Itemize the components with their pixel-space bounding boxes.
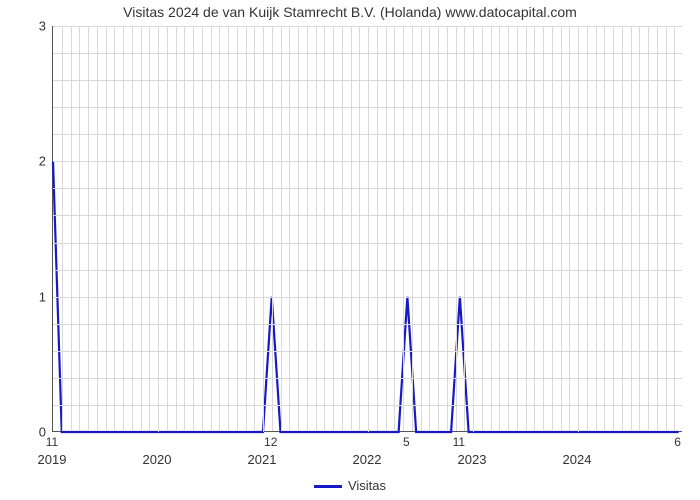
grid-line-v-minor (342, 26, 343, 431)
grid-line-v-minor (167, 26, 168, 431)
x-point-label: 5 (403, 435, 410, 449)
grid-line-v-minor (219, 26, 220, 431)
y-tick-label: 0 (28, 425, 46, 440)
grid-line-v-minor (141, 26, 142, 431)
grid-line-v-minor (184, 26, 185, 431)
grid-line-v-minor (421, 26, 422, 431)
legend-swatch (314, 485, 342, 488)
grid-line-v-minor (333, 26, 334, 431)
grid-line-v-minor (114, 26, 115, 431)
grid-line-v-minor (176, 26, 177, 431)
grid-line-v-minor (648, 26, 649, 431)
grid-line-v-minor (237, 26, 238, 431)
legend-label: Visitas (348, 478, 386, 493)
grid-line-v-minor (499, 26, 500, 431)
grid-line-v-minor (526, 26, 527, 431)
grid-line-v-minor (254, 26, 255, 431)
grid-line-v-minor (508, 26, 509, 431)
major-grid-v (368, 26, 369, 432)
major-grid-v (263, 26, 264, 432)
x-year-label: 2023 (458, 452, 487, 467)
grid-line-v-minor (587, 26, 588, 431)
grid-line-v-minor (482, 26, 483, 431)
grid-line-v-minor (674, 26, 675, 431)
grid-line-v-minor (613, 26, 614, 431)
grid-line-v-minor (106, 26, 107, 431)
grid-line-v-minor (543, 26, 544, 431)
grid-line-v-minor (132, 26, 133, 431)
y-tick-label: 3 (28, 19, 46, 34)
x-year-label: 2020 (143, 452, 172, 467)
grid-line-v-minor (569, 26, 570, 431)
grid-line-v-minor (552, 26, 553, 431)
grid-line-v-minor (228, 26, 229, 431)
grid-line-v-minor (71, 26, 72, 431)
grid-line-v-minor (193, 26, 194, 431)
grid-line-v-minor (403, 26, 404, 431)
grid-line-v-minor (202, 26, 203, 431)
x-point-label: 11 (46, 435, 58, 449)
grid-line-v-minor (622, 26, 623, 431)
grid-line-v-minor (517, 26, 518, 431)
grid-line-v-minor (324, 26, 325, 431)
grid-line-v-minor (666, 26, 667, 431)
major-grid-v (473, 26, 474, 432)
chart-title: Visitas 2024 de van Kuijk Stamrecht B.V.… (0, 0, 700, 20)
grid-line-v-minor (394, 26, 395, 431)
grid-line-v-minor (447, 26, 448, 431)
grid-line-v-minor (456, 26, 457, 431)
grid-line-v-minor (281, 26, 282, 431)
x-year-label: 2024 (563, 452, 592, 467)
major-grid-v (158, 26, 159, 432)
x-point-label: 12 (264, 435, 277, 449)
plot-area (52, 26, 682, 432)
x-year-label: 2021 (248, 452, 277, 467)
y-tick-label: 1 (28, 289, 46, 304)
grid-line-v-minor (561, 26, 562, 431)
grid-line-v-minor (289, 26, 290, 431)
grid-line-v-minor (491, 26, 492, 431)
grid-line-v-minor (464, 26, 465, 431)
grid-line-v-minor (97, 26, 98, 431)
legend: Visitas (0, 478, 700, 493)
grid-line-v-minor (88, 26, 89, 431)
grid-line-v-minor (386, 26, 387, 431)
grid-line-v-minor (79, 26, 80, 431)
major-grid-v (578, 26, 579, 432)
grid-line-v-minor (639, 26, 640, 431)
x-year-label: 2019 (38, 452, 67, 467)
grid-line-v-minor (62, 26, 63, 431)
grid-line-v-minor (359, 26, 360, 431)
grid-line-v-minor (316, 26, 317, 431)
grid-line-v-minor (211, 26, 212, 431)
grid-line-v-minor (351, 26, 352, 431)
grid-line-v-minor (307, 26, 308, 431)
grid-line-v-minor (596, 26, 597, 431)
y-tick-label: 2 (28, 154, 46, 169)
grid-line-v-minor (377, 26, 378, 431)
grid-line-v-minor (123, 26, 124, 431)
x-point-label: 11 (453, 435, 465, 449)
grid-line-v-minor (149, 26, 150, 431)
grid-line-v-minor (429, 26, 430, 431)
visits-chart: Visitas 2024 de van Kuijk Stamrecht B.V.… (0, 0, 700, 500)
x-point-label: 6 (674, 435, 681, 449)
grid-line-v-minor (298, 26, 299, 431)
grid-line-v-minor (631, 26, 632, 431)
grid-line-v-minor (412, 26, 413, 431)
grid-line-v-minor (272, 26, 273, 431)
grid-line-v-minor (657, 26, 658, 431)
grid-line-v-minor (534, 26, 535, 431)
x-year-label: 2022 (353, 452, 382, 467)
grid-line-v-minor (246, 26, 247, 431)
grid-line-v-minor (604, 26, 605, 431)
grid-line-v-minor (438, 26, 439, 431)
